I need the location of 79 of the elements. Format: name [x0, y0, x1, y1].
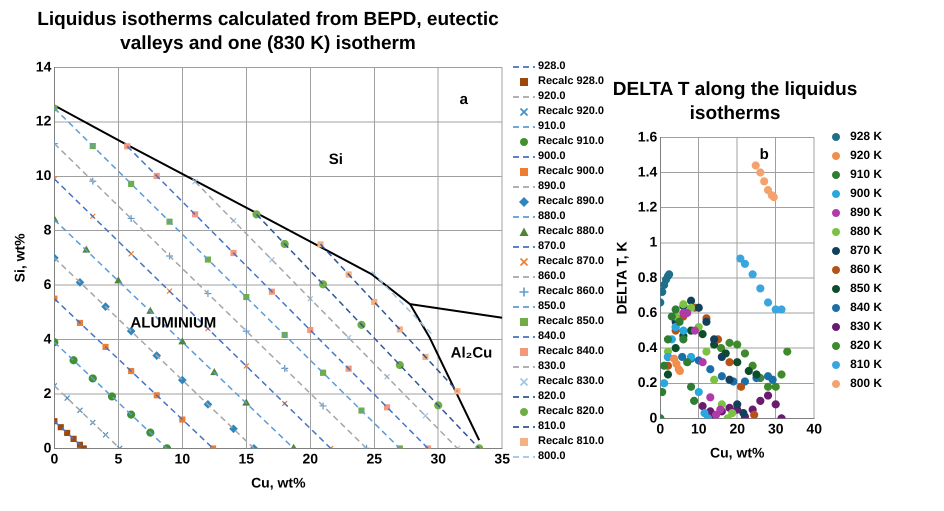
legend-label: 830.0	[538, 360, 566, 373]
legend-label: 810.0	[538, 420, 566, 433]
y-tick-label: 1	[650, 234, 658, 250]
chart-title: Liquidus isotherms calculated from BEPD, eutectic valleys and one (830 K) isotherm	[36, 8, 500, 56]
y-tick-label: 0	[44, 439, 52, 456]
y-tick-label: 0.6	[638, 304, 658, 320]
y-tick-label: 14	[36, 58, 52, 74]
legend-label: 840.0	[538, 330, 566, 343]
x-tick-label: 10	[691, 420, 707, 437]
y-tick-label: 0	[650, 409, 658, 426]
y-axis-title: Si, wt%	[11, 232, 28, 282]
legend-label: 840 K	[850, 300, 882, 314]
legend-label: Recalc 820.0	[538, 405, 604, 418]
legend-label: 870 K	[850, 243, 882, 257]
legend-label: 900 K	[850, 186, 882, 200]
legend-label: 850.0	[538, 300, 566, 313]
x-tick-label: 35	[494, 450, 510, 467]
x-tick-label: 5	[114, 450, 122, 467]
legend-label: 890.0	[538, 180, 566, 193]
y-tick-label: 1.2	[638, 198, 658, 215]
chart-title: DELTA T along the liquidus isotherms	[612, 78, 858, 126]
legend-label: 880 K	[850, 224, 882, 238]
x-axis-title: Cu, wt%	[710, 444, 766, 460]
y-tick-label: 0.2	[638, 374, 658, 390]
x-tick-label: 20	[302, 450, 318, 467]
y-tick-label: 0.8	[638, 268, 658, 285]
legend-label: 928.0	[538, 60, 566, 73]
legend-label: 860.0	[538, 270, 566, 283]
legend-label: 910 K	[850, 167, 882, 181]
legend-label: Recalc 810.0	[538, 435, 604, 448]
x-tick-label: 10	[174, 450, 190, 467]
legend-label: 880.0	[538, 210, 566, 223]
y-tick-label: 8	[44, 222, 52, 238]
legend-label: 820 K	[850, 338, 882, 352]
legend-label: Recalc 890.0	[538, 195, 604, 208]
annotation: b	[760, 146, 769, 164]
legend-label: 830 K	[850, 319, 882, 333]
legend-label: 870.0	[538, 240, 566, 253]
legend-label: Recalc 850.0	[538, 315, 604, 328]
y-tick-label: 2	[44, 384, 52, 401]
legend-label: 890 K	[850, 205, 882, 219]
y-axis-title: DELTA T, K	[613, 241, 630, 314]
x-axis-title: Cu, wt%	[251, 474, 306, 490]
y-tick-label: 12	[36, 112, 52, 129]
x-tick-label: 25	[366, 450, 382, 467]
legend-label: 928 K	[850, 129, 882, 143]
legend-label: Recalc 840.0	[538, 345, 604, 358]
legend-label: Recalc 910.0	[538, 135, 604, 148]
legend-label: 920 K	[850, 148, 882, 162]
legend-label: 850 K	[850, 281, 882, 295]
annotation: Si	[328, 151, 343, 168]
legend-label: Recalc 830.0	[538, 375, 604, 388]
annotation: a	[460, 91, 469, 108]
legend-label: Recalc 920.0	[538, 105, 604, 118]
y-tick-label: 4	[44, 330, 52, 346]
y-tick-label: 6	[44, 276, 52, 292]
y-tick-label: 10	[36, 167, 52, 184]
legend-label: Recalc 928.0	[538, 75, 604, 88]
x-tick-label: 40	[806, 420, 822, 437]
legend-label: 920.0	[538, 90, 566, 103]
y-tick-label: 1.6	[638, 128, 658, 144]
x-tick-label: 30	[430, 450, 446, 467]
legend-label: Recalc 880.0	[538, 225, 604, 238]
annotation: Al₂Cu	[450, 344, 492, 362]
legend-label: 810 K	[850, 357, 882, 371]
legend-label: 800 K	[850, 376, 882, 390]
legend-label: 900.0	[538, 150, 566, 163]
legend-label: Recalc 870.0	[538, 255, 604, 268]
y-tick-label: 1.4	[638, 163, 658, 180]
legend-label: Recalc 860.0	[538, 285, 604, 298]
legend-label: 860 K	[850, 262, 882, 276]
legend-label: 910.0	[538, 120, 566, 133]
legend-label: 820.0	[538, 390, 566, 403]
legend-label: 800.0	[538, 450, 566, 463]
y-tick-label: 0.4	[638, 339, 658, 356]
x-tick-label: 20	[730, 420, 746, 437]
legend-label: Recalc 900.0	[538, 165, 604, 178]
x-tick-label: 30	[768, 420, 784, 437]
x-tick-label: 15	[238, 450, 254, 467]
